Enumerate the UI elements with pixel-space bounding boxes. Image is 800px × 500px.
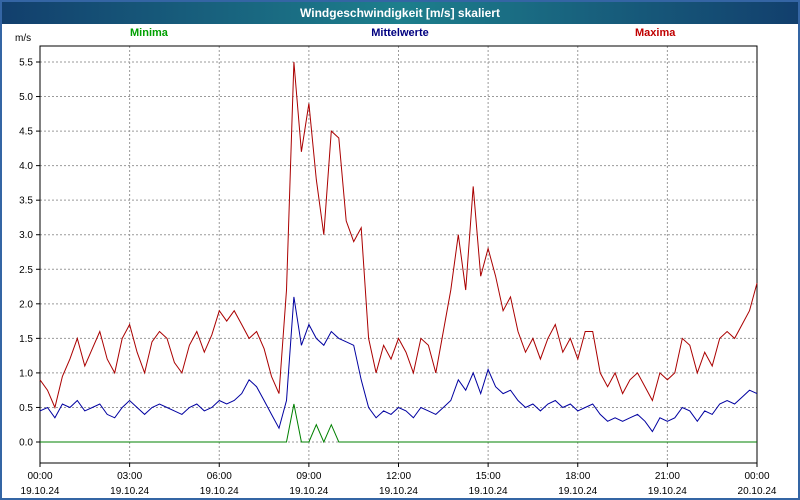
legend: Minima Mittelwerte Maxima <box>2 24 798 42</box>
svg-text:3.0: 3.0 <box>19 230 33 241</box>
title-bar: Windgeschwindigkeit [m/s] skaliert <box>2 2 798 24</box>
svg-text:09:00: 09:00 <box>296 471 321 482</box>
svg-text:5.5: 5.5 <box>19 58 33 69</box>
legend-minima: Minima <box>130 27 168 39</box>
svg-text:3.5: 3.5 <box>19 196 33 207</box>
svg-text:1.5: 1.5 <box>19 334 33 345</box>
svg-text:19.10.24: 19.10.24 <box>648 486 687 497</box>
svg-text:5.0: 5.0 <box>19 92 33 103</box>
svg-text:0.0: 0.0 <box>19 438 33 449</box>
svg-text:19.10.24: 19.10.24 <box>200 486 239 497</box>
svg-text:19.10.24: 19.10.24 <box>289 486 328 497</box>
svg-text:20.10.24: 20.10.24 <box>738 486 777 497</box>
wind-speed-chart: 0.0 0.5 1.0 1.5 2.0 2.5 3.0 3.5 4.0 4.5 5.0 5.5 00:0… <box>19 45 777 497</box>
svg-text:4.0: 4.0 <box>19 161 33 172</box>
svg-text:19.10.24: 19.10.24 <box>110 486 149 497</box>
legend-maxima: Maxima <box>635 27 676 39</box>
svg-text:19.10.24: 19.10.24 <box>469 486 508 497</box>
svg-text:06:00: 06:00 <box>207 471 232 482</box>
svg-text:21:00: 21:00 <box>655 471 680 482</box>
svg-text:00:00: 00:00 <box>27 471 52 482</box>
svg-text:2.5: 2.5 <box>19 265 33 276</box>
svg-text:4.5: 4.5 <box>19 127 33 138</box>
svg-text:03:00: 03:00 <box>117 471 142 482</box>
svg-text:18:00: 18:00 <box>565 471 590 482</box>
svg-text:1.0: 1.0 <box>19 368 33 379</box>
svg-text:19.10.24: 19.10.24 <box>558 486 597 497</box>
legend-mittelwerte: Mittelwerte <box>371 27 429 39</box>
svg-text:2.0: 2.0 <box>19 299 33 310</box>
svg-text:0.5: 0.5 <box>19 403 33 414</box>
svg-text:19.10.24: 19.10.24 <box>21 486 60 497</box>
svg-text:00:00: 00:00 <box>744 471 769 482</box>
svg-text:15:00: 15:00 <box>476 471 501 482</box>
y-axis-unit-label: m/s <box>15 33 32 44</box>
svg-text:19.10.24: 19.10.24 <box>379 486 418 497</box>
svg-text:12:00: 12:00 <box>386 471 411 482</box>
window-title: Windgeschwindigkeit [m/s] skaliert <box>300 6 500 20</box>
